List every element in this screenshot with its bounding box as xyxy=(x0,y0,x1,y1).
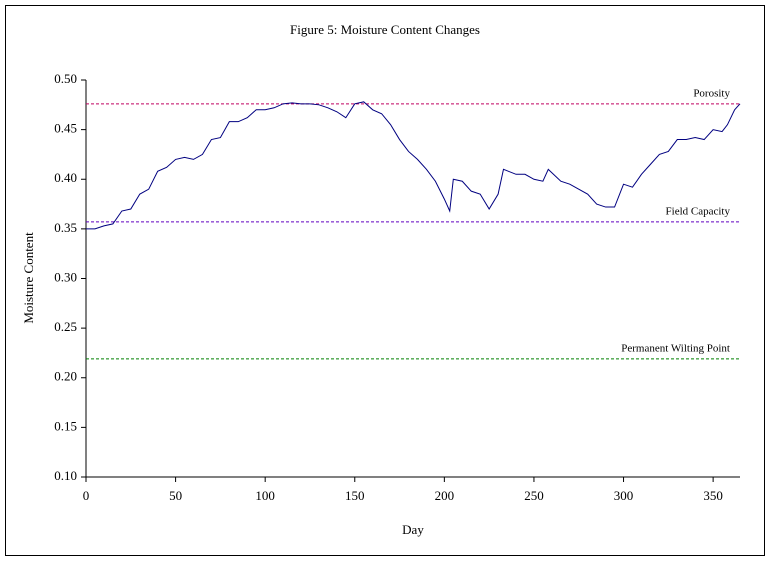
reference-label: Porosity xyxy=(693,87,730,99)
y-tick-label: 0.10 xyxy=(54,468,77,483)
y-tick-label: 0.15 xyxy=(54,418,77,433)
y-tick-label: 0.50 xyxy=(54,71,77,86)
y-tick-label: 0.25 xyxy=(54,319,77,334)
data-line xyxy=(86,101,741,230)
x-tick-label: 150 xyxy=(345,488,365,503)
x-tick-label: 200 xyxy=(435,488,455,503)
reference-label: Permanent Wilting Point xyxy=(621,342,730,354)
y-tick-label: 0.30 xyxy=(54,269,77,284)
x-tick-label: 0 xyxy=(83,488,90,503)
y-axis-label: Moisture Content xyxy=(21,232,36,324)
chart-frame xyxy=(5,5,765,556)
x-tick-label: 300 xyxy=(614,488,634,503)
x-axis-label: Day xyxy=(402,522,424,537)
x-tick-label: 350 xyxy=(703,488,723,503)
chart-title: Figure 5: Moisture Content Changes xyxy=(290,22,480,37)
x-tick-label: 50 xyxy=(169,488,182,503)
y-tick-label: 0.35 xyxy=(54,220,77,235)
y-tick-label: 0.40 xyxy=(54,170,77,185)
y-tick-label: 0.45 xyxy=(54,121,77,136)
y-tick-label: 0.20 xyxy=(54,369,77,384)
x-tick-label: 100 xyxy=(255,488,275,503)
reference-label: Field Capacity xyxy=(666,205,731,217)
x-tick-label: 250 xyxy=(524,488,544,503)
